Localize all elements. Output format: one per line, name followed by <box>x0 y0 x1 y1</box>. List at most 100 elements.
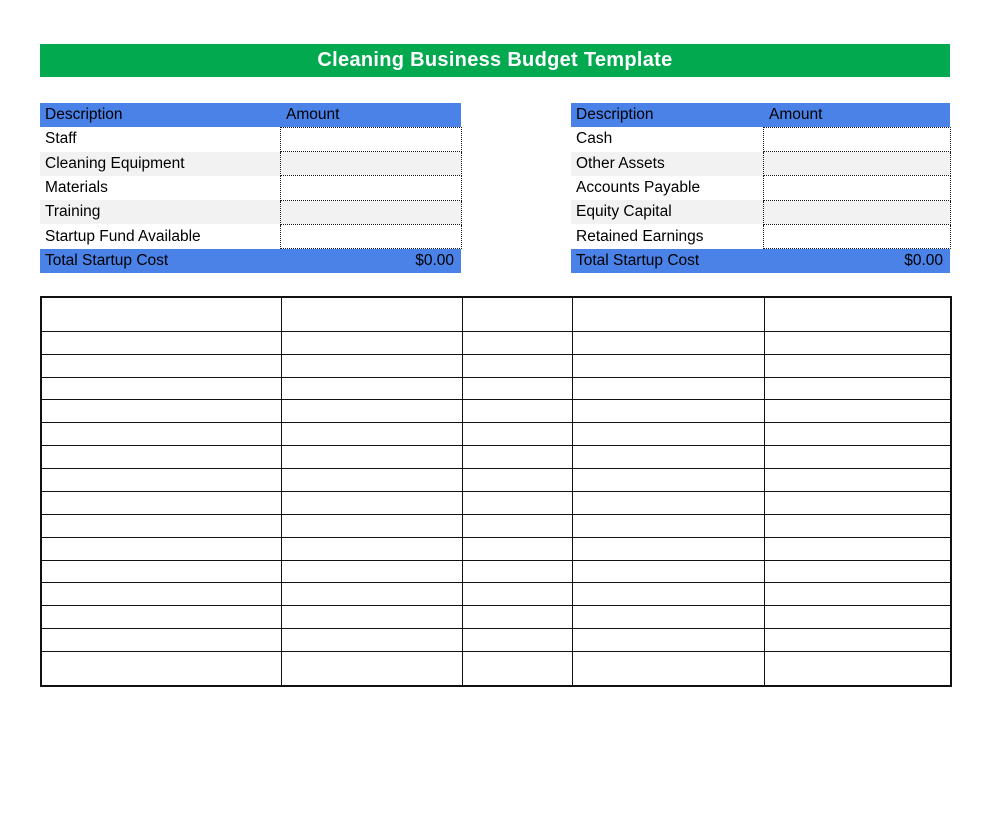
grid-cell[interactable] <box>763 353 952 378</box>
grid-cell[interactable] <box>280 330 463 355</box>
amount-input-cell[interactable] <box>279 199 462 225</box>
amount-input-cell[interactable] <box>279 151 462 177</box>
total-label: Total Startup Cost <box>45 251 169 269</box>
grid-cell[interactable] <box>571 490 765 515</box>
grid-cell[interactable] <box>571 468 765 492</box>
grid-cell[interactable] <box>763 605 952 630</box>
grid-cell[interactable] <box>763 330 952 355</box>
grid-cell[interactable] <box>40 559 282 584</box>
amount-input-cell[interactable] <box>762 126 951 153</box>
grid-cell[interactable] <box>763 376 952 401</box>
grid-cell[interactable] <box>461 559 573 584</box>
grid-cell[interactable] <box>40 468 282 492</box>
grid-cell[interactable] <box>40 536 282 561</box>
grid-cell[interactable] <box>571 376 765 401</box>
grid-cell[interactable] <box>763 582 952 607</box>
grid-cell[interactable] <box>461 651 573 687</box>
grid-cell[interactable] <box>280 536 463 561</box>
grid-cell[interactable] <box>461 353 573 378</box>
grid-cell[interactable] <box>763 651 952 687</box>
grid-row <box>40 651 952 687</box>
grid-cell[interactable] <box>40 399 282 424</box>
grid-cell[interactable] <box>763 559 952 584</box>
grid-cell[interactable] <box>280 513 463 538</box>
grid-cell[interactable] <box>763 513 952 538</box>
grid-cell[interactable] <box>461 376 573 401</box>
grid-cell[interactable] <box>40 628 282 653</box>
grid-cell[interactable] <box>40 445 282 470</box>
grid-cell[interactable] <box>280 628 463 653</box>
grid-row <box>40 605 952 630</box>
grid-cell[interactable] <box>40 605 282 630</box>
budget-row: Other Assets <box>571 151 951 177</box>
assets-equity-table: Description Amount Cash Other Assets Accou… <box>571 103 951 274</box>
grid-cell[interactable] <box>40 582 282 607</box>
grid-cell[interactable] <box>763 536 952 561</box>
grid-cell[interactable] <box>571 628 765 653</box>
grid-cell[interactable] <box>763 490 952 515</box>
grid-cell[interactable] <box>280 353 463 378</box>
grid-cell[interactable] <box>571 582 765 607</box>
grid-cell[interactable] <box>280 605 463 630</box>
grid-cell[interactable] <box>571 445 765 470</box>
budget-row: Staff <box>40 126 462 153</box>
grid-cell[interactable] <box>571 559 765 584</box>
grid-cell[interactable] <box>40 651 282 687</box>
grid-cell[interactable] <box>571 513 765 538</box>
grid-cell[interactable] <box>571 605 765 630</box>
grid-cell[interactable] <box>461 399 573 424</box>
amount-input-cell[interactable] <box>279 175 462 201</box>
grid-cell[interactable] <box>763 422 952 447</box>
grid-cell[interactable] <box>461 490 573 515</box>
grid-cell[interactable] <box>461 330 573 355</box>
amount-input-cell[interactable] <box>279 126 462 153</box>
grid-cell[interactable] <box>40 490 282 515</box>
grid-cell[interactable] <box>571 330 765 355</box>
grid-cell[interactable] <box>40 513 282 538</box>
grid-cell[interactable] <box>763 628 952 653</box>
grid-cell[interactable] <box>461 605 573 630</box>
grid-cell[interactable] <box>763 296 952 332</box>
grid-row <box>40 468 952 492</box>
grid-cell[interactable] <box>280 559 463 584</box>
grid-cell[interactable] <box>40 330 282 355</box>
grid-cell[interactable] <box>40 353 282 378</box>
grid-cell[interactable] <box>280 468 463 492</box>
grid-cell[interactable] <box>40 422 282 447</box>
amount-input-cell[interactable] <box>762 223 951 250</box>
grid-cell[interactable] <box>461 445 573 470</box>
grid-cell[interactable] <box>280 445 463 470</box>
grid-cell[interactable] <box>280 490 463 515</box>
grid-cell[interactable] <box>571 399 765 424</box>
grid-cell[interactable] <box>461 296 573 332</box>
grid-cell[interactable] <box>280 399 463 424</box>
grid-cell[interactable] <box>40 296 282 332</box>
grid-cell[interactable] <box>571 536 765 561</box>
grid-cell[interactable] <box>280 582 463 607</box>
grid-cell[interactable] <box>763 468 952 492</box>
grid-cell[interactable] <box>461 536 573 561</box>
grid-cell[interactable] <box>280 651 463 687</box>
grid-cell[interactable] <box>763 445 952 470</box>
grid-row <box>40 296 952 332</box>
grid-cell[interactable] <box>461 513 573 538</box>
column-header-amount: Amount <box>769 105 823 123</box>
grid-cell[interactable] <box>280 376 463 401</box>
grid-cell[interactable] <box>461 628 573 653</box>
grid-cell[interactable] <box>571 651 765 687</box>
amount-input-cell[interactable] <box>762 175 951 201</box>
grid-cell[interactable] <box>280 296 463 332</box>
page-title: Cleaning Business Budget Template <box>40 44 950 77</box>
grid-cell[interactable] <box>280 422 463 447</box>
grid-cell[interactable] <box>461 422 573 447</box>
grid-cell[interactable] <box>571 296 765 332</box>
amount-input-cell[interactable] <box>279 223 462 250</box>
grid-cell[interactable] <box>571 353 765 378</box>
grid-cell[interactable] <box>461 582 573 607</box>
grid-cell[interactable] <box>571 422 765 447</box>
amount-input-cell[interactable] <box>762 151 951 177</box>
grid-cell[interactable] <box>40 376 282 401</box>
amount-input-cell[interactable] <box>762 199 951 225</box>
grid-cell[interactable] <box>461 468 573 492</box>
grid-cell[interactable] <box>763 399 952 424</box>
